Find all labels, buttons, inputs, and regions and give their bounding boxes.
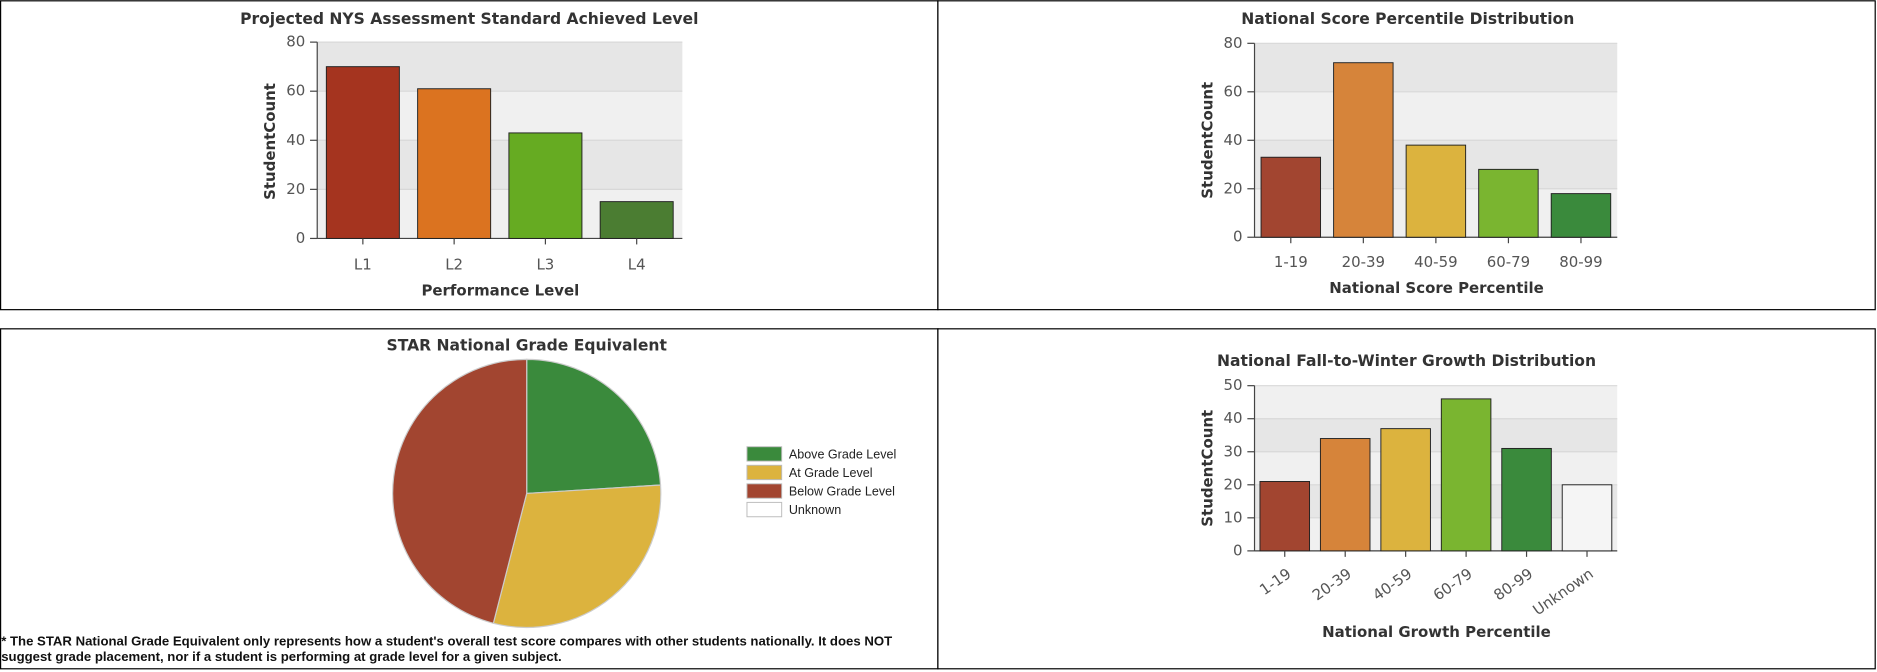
- legend-label: Below Grade Level: [789, 485, 895, 499]
- bar: [1259, 481, 1311, 552]
- y-tick-label: 0: [1233, 228, 1243, 246]
- x-tick-label: L4: [628, 255, 646, 273]
- x-tick-label: 20-39: [1309, 565, 1355, 605]
- x-axis-label: National Score Percentile: [1329, 279, 1544, 297]
- bar: [508, 132, 583, 239]
- y-tick-label: 20: [286, 180, 305, 198]
- x-tick-label: L1: [354, 255, 372, 273]
- x-tick-label: 80-99: [1559, 253, 1602, 271]
- bar: [1319, 438, 1371, 552]
- y-tick-label: 20: [1224, 475, 1243, 493]
- bar: [1478, 168, 1539, 238]
- x-tick-label: L3: [536, 255, 554, 273]
- pie-slice: [392, 358, 528, 625]
- x-tick-label: 60-79: [1430, 565, 1476, 605]
- x-axis-label: Performance Level: [421, 282, 579, 300]
- y-tick-label: 20: [1224, 179, 1243, 197]
- x-tick-label: 20-39: [1342, 253, 1385, 271]
- x-tick-label: 60-79: [1487, 253, 1530, 271]
- y-tick-label: 0: [1233, 541, 1243, 559]
- bar: [417, 88, 492, 239]
- x-tick-label: 1-19: [1256, 565, 1294, 599]
- bar: [1405, 144, 1467, 238]
- plot-band: [1254, 517, 1618, 551]
- plot-band: [1254, 451, 1618, 485]
- y-tick-label: 40: [1224, 131, 1243, 149]
- legend-label: At Grade Level: [789, 466, 873, 480]
- x-tick-label: Unknown: [1529, 565, 1596, 620]
- chart-title: Projected NYS Assessment Standard Achiev…: [240, 10, 698, 28]
- plot-band: [1254, 385, 1618, 419]
- chart-title: National Fall-to-Winter Growth Distribut…: [1217, 352, 1596, 370]
- legend-label: Unknown: [789, 503, 841, 517]
- plot-band: [1254, 43, 1618, 92]
- bar: [1561, 484, 1613, 552]
- plot-band: [1254, 418, 1618, 452]
- footnote: * The STAR National Grade Equivalent onl…: [1, 634, 893, 665]
- plot-band: [1254, 484, 1618, 518]
- bar: [1501, 447, 1552, 552]
- legend-swatch: [746, 483, 783, 499]
- x-tick-label: 1-19: [1274, 253, 1308, 271]
- legend-label: Above Grade Level: [789, 447, 896, 461]
- y-tick-label: 60: [286, 82, 305, 100]
- panel: [937, 0, 1876, 311]
- pie-slice: [526, 358, 662, 495]
- x-tick-label: 40-59: [1369, 565, 1415, 605]
- bar: [325, 66, 400, 239]
- legend-swatch: [746, 501, 783, 518]
- panel: [937, 328, 1876, 670]
- y-tick-label: 50: [1224, 376, 1243, 394]
- y-tick-label: 40: [1224, 409, 1243, 427]
- bar: [1440, 398, 1492, 552]
- y-tick-label: 40: [286, 131, 305, 149]
- y-tick-label: 30: [1224, 442, 1243, 460]
- bar: [1333, 62, 1394, 238]
- legend-swatch: [746, 464, 783, 481]
- chart-title: National Score Percentile Distribution: [1241, 10, 1574, 28]
- plot-band: [1254, 91, 1618, 141]
- chart-title: STAR National Grade Equivalent: [387, 337, 668, 355]
- x-tick-label: 80-99: [1490, 565, 1536, 605]
- y-tick-label: 60: [1224, 82, 1243, 100]
- y-axis-label: StudentCount: [1198, 82, 1216, 199]
- y-tick-label: 80: [1224, 34, 1243, 52]
- y-axis-label: StudentCount: [1198, 410, 1216, 527]
- legend-swatch: [746, 446, 783, 462]
- bar: [1260, 156, 1322, 238]
- footnote-box: * The STAR National Grade Equivalent onl…: [1, 634, 893, 665]
- y-tick-label: 80: [286, 33, 305, 51]
- x-tick-label: L2: [445, 255, 463, 273]
- y-tick-label: 0: [296, 229, 306, 247]
- x-tick-label: 40-59: [1414, 253, 1457, 271]
- pie-slice: [492, 484, 662, 629]
- bar: [1550, 193, 1612, 238]
- bar: [1380, 428, 1431, 552]
- x-axis-label: National Growth Percentile: [1322, 623, 1551, 641]
- y-tick-label: 10: [1224, 508, 1243, 526]
- bar: [599, 201, 674, 239]
- y-axis-label: StudentCount: [261, 83, 279, 200]
